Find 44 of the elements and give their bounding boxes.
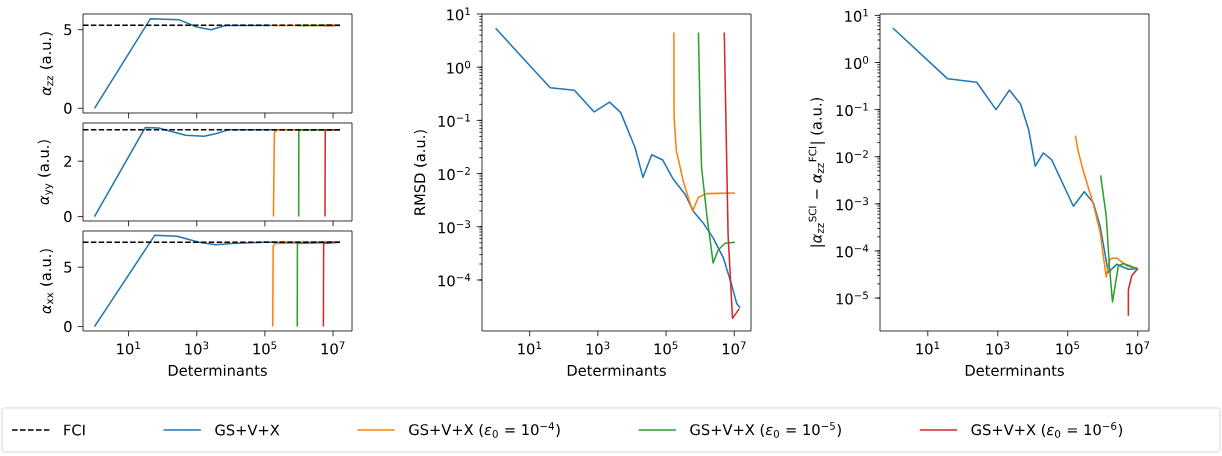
y-tick-label: 10$^{−1}$ [836,103,868,117]
x-tick-label: 10$^{5}$ [1056,341,1080,355]
x-tick-label: 10$^{1}$ [117,341,140,355]
y-tick-label: 0 [64,211,72,223]
y-tick-label: 10$^{−5}$ [836,291,868,305]
x-axis-title: Determinants [168,364,267,376]
y-tick-label: 10$^{1}$ [447,7,470,21]
y-tick-label: 0 [64,102,72,114]
y-axis-title: α$_{zz}$ (a.u.) [39,32,54,96]
y-tick-label: 10$^{−4}$ [836,244,869,258]
x-tick-label: 10$^{7}$ [722,341,746,355]
y-axis-title: RMSD (a.u.) [413,130,427,215]
y-tick-label: 10$^{0}$ [845,55,869,70]
x-axis-title: Determinants [965,364,1064,376]
y-tick-label: 10$^{−3}$ [438,220,471,234]
x-tick-label: 10$^{1}$ [518,341,541,355]
legend-label: FCI [64,424,85,436]
y-tick-label: 2 [64,155,72,167]
x-tick-label: 10$^{7}$ [321,341,345,355]
x-tick-label: 10$^{5}$ [253,341,277,355]
x-tick-label: 10$^{7}$ [1126,341,1150,355]
y-tick-label: 10$^{0}$ [447,60,471,74]
legend-label: GS+V+X [215,424,280,436]
x-tick-label: 10$^{3}$ [986,341,1010,355]
y-tick-label: 10$^{−3}$ [836,197,869,211]
y-tick-label: 0 [64,321,72,333]
y-tick-label: 10$^{1}$ [845,8,868,22]
y-tick-label: 10$^{−4}$ [438,273,471,287]
y-axis-title: α$_{yy}$ (a.u.) [37,140,54,205]
y-tick-label: 5 [64,261,72,273]
x-axis-title: Determinants [567,364,666,376]
y-tick-label: 5 [64,24,72,36]
text: |α$_{zz}$$^{SCI}$ − α$_{zz}$$^{FCI}$| (a.u.) [808,97,825,247]
y-tick-label: 10$^{−2}$ [438,167,470,181]
x-tick-label: 10$^{3}$ [185,341,209,355]
legend-label: GS+V+X (ε$_{0}$ = 10$^{−4}$) [409,422,560,438]
x-tick-label: 10$^{1}$ [916,341,940,355]
x-tick-label: 10$^{3}$ [586,341,610,355]
x-tick-label: 10$^{5}$ [654,341,678,355]
y-axis-title: α$_{xx}$ (a.u.) [39,249,54,314]
legend-label: GS+V+X (ε$_{0}$ = 10$^{−6}$) [971,422,1123,438]
y-tick-label: 10$^{−1}$ [438,113,470,127]
legend-label: GS+V+X (ε$_{0}$ = 10$^{−5}$) [690,422,841,438]
y-tick-label: 10$^{−2}$ [836,150,868,164]
